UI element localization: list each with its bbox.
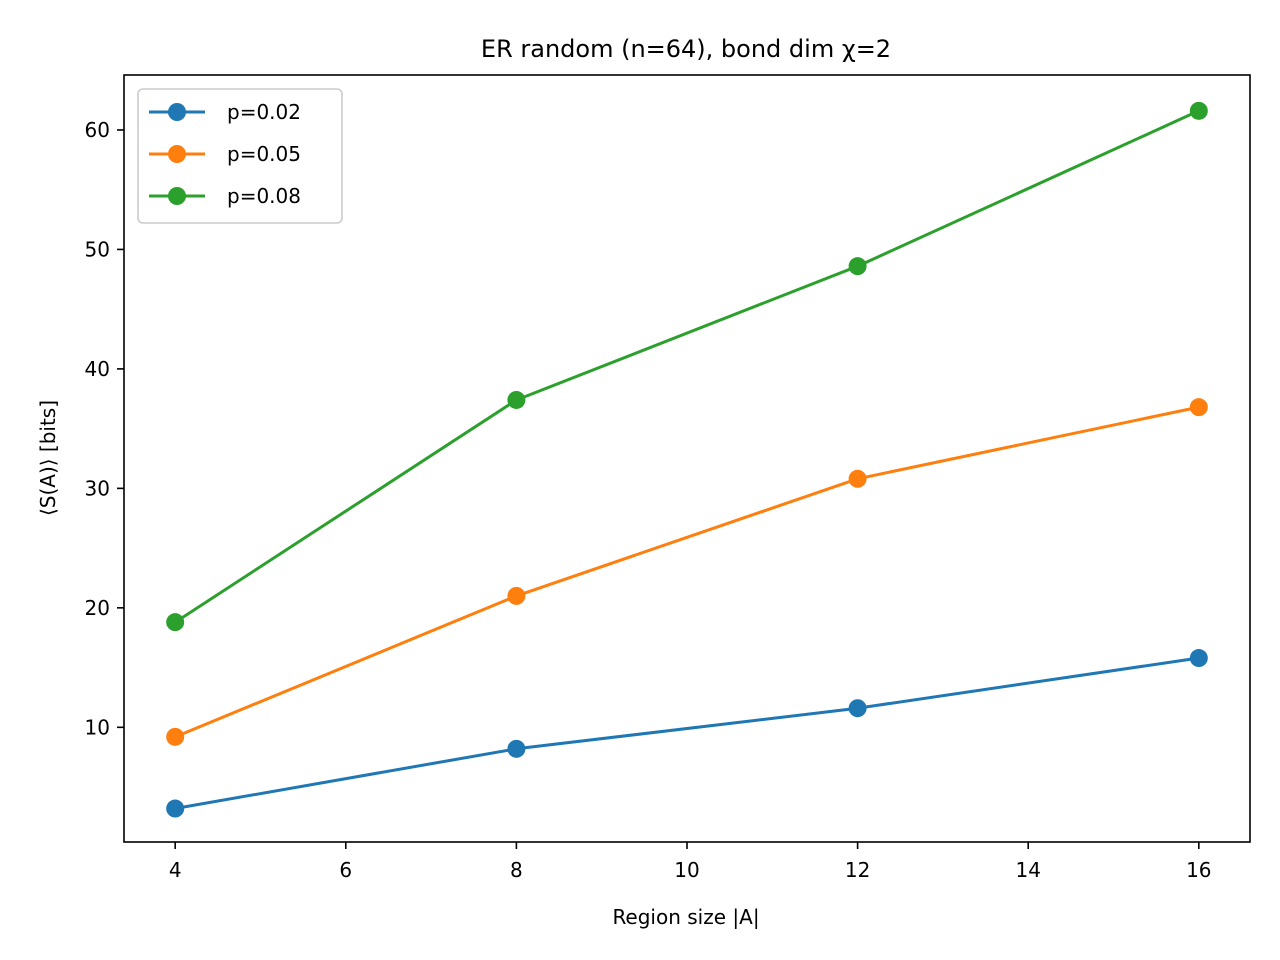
y-axis-label: ⟨S(A)⟩ [bits] xyxy=(36,400,60,516)
y-tick-label: 50 xyxy=(85,237,110,261)
legend-box xyxy=(137,88,343,224)
legend-label: p=0.08 xyxy=(227,184,301,208)
series-line-p=0.05 xyxy=(174,405,1200,739)
data-point xyxy=(507,390,526,409)
legend-marker xyxy=(168,103,186,121)
data-point xyxy=(166,799,185,818)
chart-title: ER random (n=64), bond dim χ=2 xyxy=(481,35,891,63)
data-point xyxy=(1189,398,1208,417)
series-line-p=0.02 xyxy=(174,656,1200,810)
plot-area: 4 6 8 10 12 14 16 10 20 30 40 50 60 p=0.02 p=0.05 p=0.0… xyxy=(85,74,1251,882)
data-point xyxy=(166,613,185,632)
x-tick-label: 14 xyxy=(1015,858,1040,882)
y-tick-label: 30 xyxy=(85,476,110,500)
legend-label: p=0.05 xyxy=(227,142,301,166)
x-tick-label: 12 xyxy=(845,858,870,882)
plot-frame xyxy=(123,74,1251,843)
data-point xyxy=(848,699,867,718)
legend-marker xyxy=(168,187,186,205)
data-point xyxy=(1189,649,1208,668)
data-point xyxy=(507,586,526,605)
x-tick-label: 10 xyxy=(674,858,699,882)
data-point xyxy=(1189,101,1208,120)
x-tick-label: 16 xyxy=(1186,858,1211,882)
x-tick-label: 6 xyxy=(339,858,352,882)
x-tick-label: 4 xyxy=(169,858,182,882)
y-tick-label: 20 xyxy=(85,596,110,620)
legend-marker xyxy=(168,145,186,163)
data-point xyxy=(848,469,867,488)
data-point xyxy=(166,727,185,746)
y-tick-label: 60 xyxy=(85,118,110,142)
data-point xyxy=(848,257,867,276)
series-line-p=0.08 xyxy=(174,109,1200,624)
x-tick-label: 8 xyxy=(510,858,523,882)
legend-label: p=0.02 xyxy=(227,100,301,124)
x-axis-label: Region size |A| xyxy=(612,905,759,929)
data-point xyxy=(507,739,526,758)
y-tick-label: 40 xyxy=(85,357,110,381)
y-tick-label: 10 xyxy=(85,715,110,739)
